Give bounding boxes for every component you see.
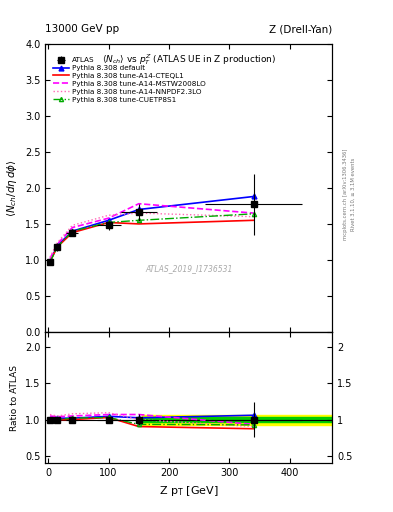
Pythia 8.308 tune-A14-MSTW2008LO [70, 224, 75, 230]
Line: Pythia 8.308 tune-A14-CTEQL1: Pythia 8.308 tune-A14-CTEQL1 [50, 220, 253, 262]
Pythia 8.308 default [136, 206, 141, 212]
Pythia 8.308 tune-A14-NNPDF2.3LO [251, 214, 256, 220]
X-axis label: Z p$_\mathrm{T}$ [GeV]: Z p$_\mathrm{T}$ [GeV] [159, 484, 219, 498]
Pythia 8.308 tune-A14-CTEQL1 [48, 259, 52, 265]
Y-axis label: Ratio to ATLAS: Ratio to ATLAS [10, 365, 19, 431]
Line: Pythia 8.308 tune-CUETP8S1: Pythia 8.308 tune-CUETP8S1 [48, 212, 256, 264]
Legend: ATLAS, Pythia 8.308 default, Pythia 8.308 tune-A14-CTEQL1, Pythia 8.308 tune-A14: ATLAS, Pythia 8.308 default, Pythia 8.30… [51, 56, 207, 104]
Pythia 8.308 tune-CUETP8S1 [136, 217, 141, 223]
Pythia 8.308 tune-CUETP8S1 [251, 211, 256, 217]
Text: ATLAS_2019_I1736531: ATLAS_2019_I1736531 [145, 264, 232, 273]
Pythia 8.308 tune-A14-CTEQL1 [106, 220, 111, 226]
Pythia 8.308 tune-CUETP8S1 [70, 228, 75, 234]
Pythia 8.308 tune-A14-MSTW2008LO [55, 241, 60, 247]
Text: mcplots.cern.ch [arXiv:1306.3436]: mcplots.cern.ch [arXiv:1306.3436] [343, 149, 348, 240]
Pythia 8.308 tune-A14-NNPDF2.3LO [70, 222, 75, 228]
Pythia 8.308 tune-A14-CTEQL1 [70, 229, 75, 236]
Pythia 8.308 tune-CUETP8S1 [106, 220, 111, 226]
Pythia 8.308 tune-A14-CTEQL1 [251, 217, 256, 223]
Pythia 8.308 default [48, 259, 52, 265]
Pythia 8.308 tune-A14-MSTW2008LO [251, 210, 256, 216]
Pythia 8.308 tune-A14-NNPDF2.3LO [136, 210, 141, 216]
Pythia 8.308 tune-A14-NNPDF2.3LO [106, 212, 111, 218]
Text: Z (Drell-Yan): Z (Drell-Yan) [269, 24, 332, 34]
Text: $\langle N_{ch}\rangle$ vs $p_T^Z$ (ATLAS UE in Z production): $\langle N_{ch}\rangle$ vs $p_T^Z$ (ATLA… [101, 52, 276, 67]
Pythia 8.308 default [70, 228, 75, 234]
Pythia 8.308 default [55, 243, 60, 249]
Pythia 8.308 tune-A14-CTEQL1 [55, 244, 60, 250]
Y-axis label: $\langle N_{ch}/d\eta\,d\phi\rangle$: $\langle N_{ch}/d\eta\,d\phi\rangle$ [5, 159, 19, 217]
Pythia 8.308 tune-A14-NNPDF2.3LO [55, 240, 60, 246]
Line: Pythia 8.308 default: Pythia 8.308 default [48, 194, 256, 264]
Pythia 8.308 default [106, 217, 111, 223]
Pythia 8.308 tune-A14-MSTW2008LO [106, 215, 111, 221]
Pythia 8.308 default [251, 194, 256, 200]
Pythia 8.308 tune-A14-NNPDF2.3LO [48, 254, 52, 260]
Pythia 8.308 tune-A14-CTEQL1 [136, 221, 141, 227]
Pythia 8.308 tune-A14-MSTW2008LO [136, 201, 141, 207]
Pythia 8.308 tune-A14-MSTW2008LO [48, 255, 52, 262]
Pythia 8.308 tune-CUETP8S1 [55, 244, 60, 250]
Pythia 8.308 tune-CUETP8S1 [48, 259, 52, 265]
Line: Pythia 8.308 tune-A14-NNPDF2.3LO: Pythia 8.308 tune-A14-NNPDF2.3LO [50, 213, 253, 257]
Line: Pythia 8.308 tune-A14-MSTW2008LO: Pythia 8.308 tune-A14-MSTW2008LO [50, 204, 253, 259]
Text: Rivet 3.1.10, ≥ 3.1M events: Rivet 3.1.10, ≥ 3.1M events [351, 158, 356, 231]
Text: 13000 GeV pp: 13000 GeV pp [45, 24, 119, 34]
